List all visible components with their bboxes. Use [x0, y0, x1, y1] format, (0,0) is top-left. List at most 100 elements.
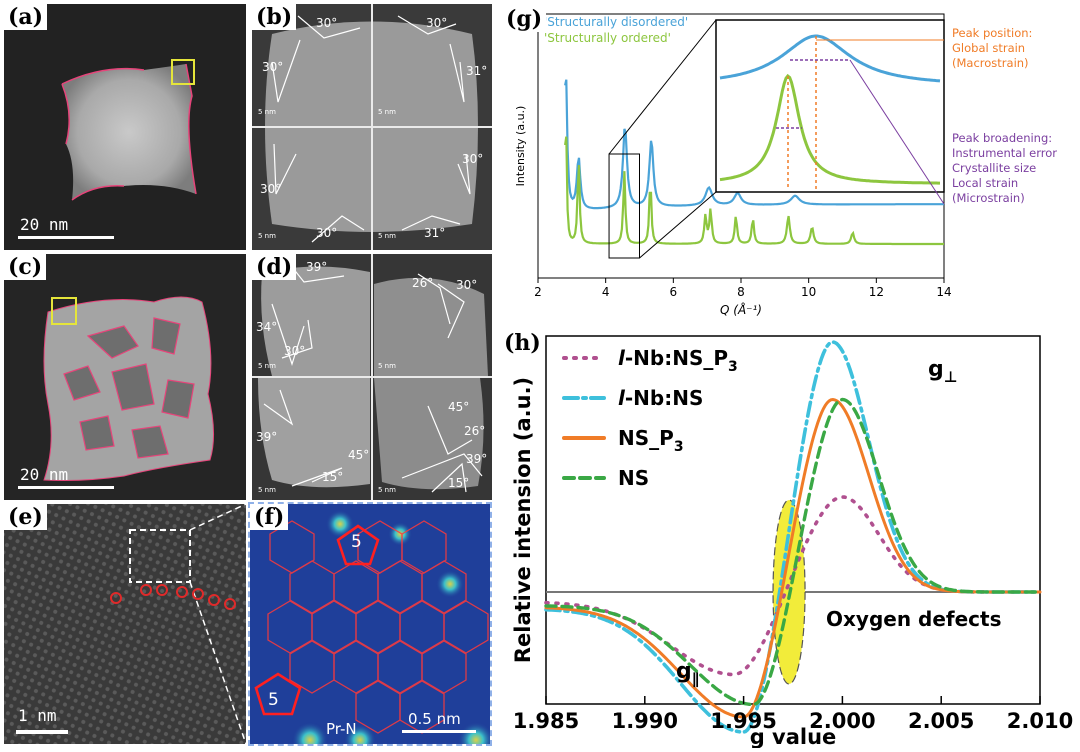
site-label: Pr-N	[326, 720, 357, 738]
x-tick-label: 2	[534, 285, 542, 299]
angle-label: 15°	[448, 476, 470, 490]
legend-entry: l-Nb:NS	[618, 386, 703, 410]
x-tick-label: 12	[869, 285, 884, 299]
scale-bar	[402, 730, 476, 733]
scale-bar	[16, 730, 68, 734]
annotation-text: Instrumental error	[952, 146, 1058, 160]
scale-bar	[18, 236, 114, 239]
series-line	[544, 397, 1042, 707]
x-axis-label: g value	[750, 725, 837, 748]
series-line	[544, 397, 1042, 719]
angle-label: 30°	[462, 152, 484, 166]
x-tick-label: 2.000	[809, 709, 875, 733]
x-tick-label: 4	[602, 285, 610, 299]
legend-sub: 3	[674, 439, 684, 455]
tile-scale: 5 nm	[258, 362, 276, 370]
x-tick-label: 6	[670, 285, 678, 299]
g-label-sub: ∥	[692, 670, 700, 688]
panel-f: 5 5 Pr-N 0.5 nm (f)	[248, 502, 492, 746]
scale-bar	[18, 486, 114, 489]
series-line	[564, 79, 944, 210]
legend-entry: l-Nb:NS_P3	[618, 346, 738, 375]
y-axis-label: Relative intension (a.u.)	[511, 377, 535, 663]
angle-label: 30°	[316, 226, 338, 240]
angle-label: 26°	[464, 424, 486, 438]
panel-g: 'Structurally disordered' 'Structurally o…	[498, 4, 958, 322]
legend-sub: 3	[728, 359, 738, 375]
plot-frame	[545, 335, 1041, 705]
zoom-connector	[639, 191, 717, 259]
scale-label-e: 1 nm	[18, 706, 57, 725]
zoom-box	[129, 529, 191, 583]
spacer	[952, 71, 1080, 131]
legend-entry: 'Structurally disordered'	[544, 15, 688, 29]
annotation-text: (Microstrain)	[952, 191, 1025, 205]
x-tick-label: 2.010	[1007, 709, 1073, 733]
panel-e: (e) 1 nm	[4, 504, 246, 744]
legend-name: -Nb:NS	[625, 386, 704, 410]
panel-c-image	[18, 296, 215, 489]
panel-a-image	[18, 59, 197, 239]
panel-label-a: (a)	[4, 4, 48, 30]
panel-d-image	[252, 254, 492, 500]
legend-prefix: l	[618, 386, 626, 410]
pentagon-ring	[336, 524, 380, 566]
annotation-text: Global strain	[952, 41, 1026, 55]
scale-label-f: 0.5 nm	[408, 710, 461, 728]
legend-entry: 'Structurally ordered'	[544, 31, 671, 45]
oxygen-defects-label: Oxygen defects	[826, 607, 1002, 631]
nanocrystal	[62, 64, 196, 200]
scale-label-c: 20 nm	[20, 465, 69, 484]
x-tick-label: 1.985	[513, 709, 579, 733]
x-tick-label: 8	[737, 285, 745, 299]
series-line	[564, 136, 944, 246]
legend-name: NS_P	[618, 426, 674, 450]
panel-label-d: (d)	[252, 254, 297, 280]
g-par-label: g∥	[676, 659, 699, 688]
angle-label: 39°	[466, 452, 488, 466]
tile-scale: 5 nm	[258, 232, 276, 240]
ring-label: 5	[268, 690, 279, 710]
angle-label: 31°	[424, 226, 446, 240]
x-tick-label: 1.990	[612, 709, 678, 733]
inset-series-line	[719, 34, 941, 83]
angle-label: 30°	[426, 16, 448, 30]
panel-a: (a) 20 nm	[4, 4, 246, 250]
legend-prefix: l	[618, 346, 626, 370]
legend-name: NS	[618, 466, 649, 490]
g-perp-label: g⊥	[928, 357, 957, 386]
dopant-markers	[110, 584, 236, 610]
angle-label: 30°	[284, 344, 306, 358]
angle-label: 30°	[456, 278, 478, 292]
tile-scale: 5 nm	[258, 108, 276, 116]
y-axis-label: Intensity (a.u.)	[514, 106, 527, 187]
angle-lines	[263, 261, 483, 493]
inset-series-line	[719, 73, 940, 185]
angle-label: 30°	[262, 60, 284, 74]
tile-scale: 5 nm	[378, 108, 396, 116]
panel-f-image	[254, 510, 490, 744]
tile-scale: 5 nm	[378, 486, 396, 494]
annotation-text: (Macrostrain)	[952, 56, 1029, 70]
angle-label: 34°	[256, 320, 278, 334]
tile-scale: 5 nm	[258, 486, 276, 494]
defect-traces	[63, 317, 195, 459]
ring-label: 5	[351, 532, 362, 552]
annotation-leader	[849, 59, 945, 205]
panel-e-image	[4, 504, 246, 744]
scale-label-a: 20 nm	[20, 215, 69, 234]
angle-label: 31°	[466, 64, 488, 78]
panel-label-c: (c)	[4, 254, 47, 280]
panel-c: (c) 20 nm	[4, 254, 246, 500]
x-tick-label: 14	[936, 285, 951, 299]
annotation-text: Peak broadening:	[952, 131, 1053, 145]
legend-entry: NS	[618, 466, 649, 490]
g-annotations: Peak position: Global strain (Macrostrain)…	[952, 26, 1080, 206]
angle-label: 39°	[256, 430, 278, 444]
annotation-text: Crystallite size	[952, 161, 1037, 175]
angle-label: 26°	[412, 276, 434, 290]
tile-scale: 5 nm	[378, 232, 396, 240]
panel-label-b: (b)	[252, 4, 297, 30]
panel-h: l-Nb:NS_P3 l-Nb:NS NS_P3 NS Oxygen defects g⊥…	[498, 326, 1080, 749]
annotation-text: Local strain	[952, 176, 1019, 190]
